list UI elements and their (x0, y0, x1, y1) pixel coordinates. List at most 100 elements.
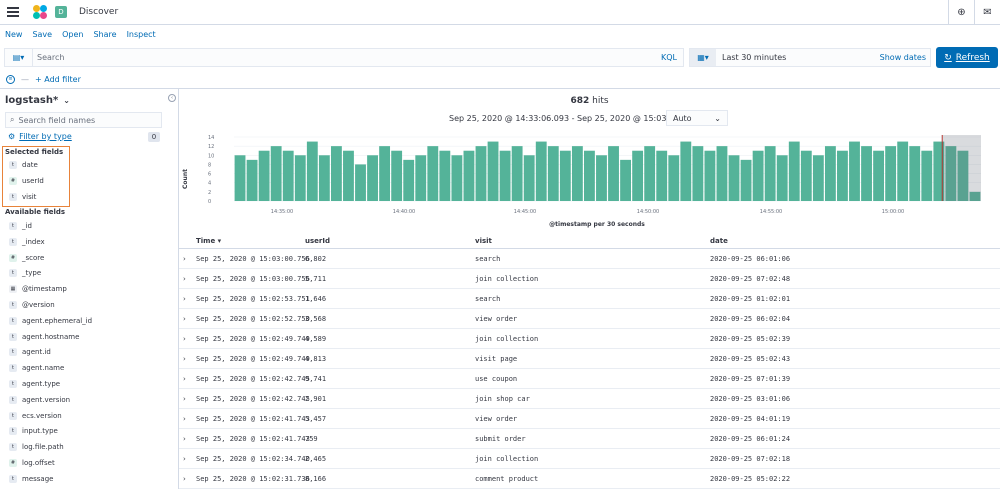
histogram-bar[interactable] (330, 146, 342, 201)
histogram-bar[interactable] (596, 155, 607, 201)
elastic-logo[interactable] (33, 5, 47, 19)
field-item[interactable]: t visit (9, 190, 36, 204)
expand-row-icon[interactable]: › (183, 255, 186, 263)
histogram-bar[interactable] (270, 146, 282, 201)
histogram-bar[interactable] (282, 150, 294, 201)
field-item[interactable]: t _index (9, 235, 45, 249)
field-search-input[interactable]: ⌕ Search field names (5, 112, 162, 128)
field-item[interactable]: t agent.version (9, 393, 70, 407)
table-row[interactable]: › Sep 25, 2020 @ 15:02:42.745 9,741 use cou… (179, 369, 1000, 389)
expand-row-icon[interactable]: › (183, 275, 186, 283)
field-item[interactable]: # _score (9, 251, 44, 265)
table-row[interactable]: › Sep 25, 2020 @ 15:02:49.749 4,813 visit p… (179, 349, 1000, 369)
column-time[interactable]: Time ▾ (196, 237, 222, 245)
table-row[interactable]: › Sep 25, 2020 @ 15:02:41.743 759 submit or… (179, 429, 1000, 449)
histogram-bar[interactable] (427, 146, 439, 201)
field-item[interactable]: t _id (9, 219, 32, 233)
refresh-button[interactable]: ↻ Refresh (936, 47, 998, 68)
table-row[interactable]: › Sep 25, 2020 @ 15:02:53.751 1,646 search 2… (179, 289, 1000, 309)
column-visit[interactable]: visit (475, 237, 492, 245)
histogram-bar[interactable] (246, 159, 258, 201)
histogram-bar[interactable] (234, 155, 246, 201)
histogram-chart[interactable]: Count @timestamp per 30 seconds 0 2 4 6 8 10 1… (179, 129, 1000, 229)
histogram-bar[interactable] (608, 146, 619, 201)
help-icon[interactable]: ⊕ (948, 0, 974, 25)
histogram-bar[interactable] (584, 150, 595, 201)
expand-row-icon[interactable]: › (183, 315, 186, 323)
histogram-bar[interactable] (523, 155, 535, 201)
histogram-bar[interactable] (403, 159, 415, 201)
histogram-bar[interactable] (656, 150, 668, 201)
histogram-bar[interactable] (559, 150, 571, 201)
calendar-icon[interactable]: ▦▾ (690, 49, 716, 66)
expand-row-icon[interactable]: › (183, 355, 186, 363)
histogram-bar[interactable] (391, 150, 403, 201)
histogram-bar[interactable] (475, 146, 487, 201)
histogram-bar[interactable] (451, 155, 463, 201)
field-item[interactable]: t agent.hostname (9, 330, 79, 344)
field-item[interactable]: t input.type (9, 424, 58, 438)
table-row[interactable]: › Sep 25, 2020 @ 15:03:00.756 5,711 join co… (179, 269, 1000, 289)
field-item[interactable]: t log.file.path (9, 440, 64, 454)
inspect-button[interactable]: Inspect (126, 30, 156, 39)
interval-select[interactable]: Auto ⌄ (666, 110, 728, 126)
expand-row-icon[interactable]: › (183, 395, 186, 403)
histogram-bar[interactable] (680, 141, 692, 201)
histogram-bar[interactable] (463, 150, 475, 201)
histogram-bar[interactable] (885, 146, 897, 201)
field-item[interactable]: ▦ @timestamp (9, 282, 67, 296)
new-button[interactable]: New (5, 30, 23, 39)
field-item[interactable]: t date (9, 158, 38, 172)
histogram-bar[interactable] (909, 146, 921, 201)
histogram-bar[interactable] (511, 146, 523, 201)
time-range-value[interactable]: Last 30 minutes (722, 53, 787, 62)
filter-options-icon[interactable]: ≡ (6, 74, 15, 84)
histogram-bar[interactable] (752, 150, 764, 201)
histogram-bar[interactable] (644, 146, 656, 201)
expand-row-icon[interactable]: › (183, 375, 186, 383)
field-item[interactable]: t _type (9, 266, 41, 280)
field-item[interactable]: t message (9, 472, 53, 486)
histogram-bar[interactable] (945, 146, 957, 201)
histogram-bar[interactable] (439, 150, 451, 201)
field-item[interactable]: t agent.name (9, 361, 64, 375)
histogram-bar[interactable] (632, 150, 644, 201)
field-item[interactable]: t agent.type (9, 377, 60, 391)
histogram-bar[interactable] (873, 150, 885, 201)
histogram-bar[interactable] (837, 150, 848, 201)
space-avatar[interactable]: D (55, 6, 67, 18)
histogram-bar[interactable] (487, 141, 499, 201)
histogram-bar[interactable] (776, 155, 788, 201)
table-row[interactable]: › Sep 25, 2020 @ 15:02:42.745 2,901 join sh… (179, 389, 1000, 409)
histogram-bar[interactable] (728, 155, 740, 201)
histogram-bar[interactable] (318, 155, 330, 201)
index-pattern-selector[interactable]: logstash* ⌄ (5, 95, 70, 106)
histogram-bar[interactable] (704, 150, 716, 201)
histogram-bar[interactable] (343, 150, 354, 201)
table-row[interactable]: › Sep 25, 2020 @ 15:03:00.756 6,802 search 2… (179, 249, 1000, 269)
histogram-bar[interactable] (258, 150, 270, 201)
histogram-bar[interactable] (933, 141, 945, 201)
expand-row-icon[interactable]: › (183, 435, 186, 443)
collapse-sidebar-icon[interactable]: ‹ (168, 94, 176, 102)
saved-query-icon[interactable]: ▤▾ (5, 49, 33, 66)
histogram-bar[interactable] (897, 141, 909, 201)
column-date[interactable]: date (710, 237, 728, 245)
histogram-bar[interactable] (535, 141, 547, 201)
field-item[interactable]: # userId (9, 174, 44, 188)
histogram-bar[interactable] (379, 146, 391, 201)
histogram-bar[interactable] (740, 159, 752, 201)
table-row[interactable]: › Sep 25, 2020 @ 15:02:31.736 8,166 comment… (179, 469, 1000, 489)
histogram-bar[interactable] (764, 146, 776, 201)
table-row[interactable]: › Sep 25, 2020 @ 15:02:49.749 4,589 join co… (179, 329, 1000, 349)
histogram-bar[interactable] (294, 155, 306, 201)
column-userid[interactable]: userId (305, 237, 330, 245)
histogram-bar[interactable] (800, 150, 812, 201)
expand-row-icon[interactable]: › (183, 415, 186, 423)
table-row[interactable]: › Sep 25, 2020 @ 15:02:41.743 5,457 view or… (179, 409, 1000, 429)
filter-by-type-button[interactable]: ⚙ Filter by type (8, 132, 72, 141)
show-dates-link[interactable]: Show dates (879, 53, 926, 62)
field-item[interactable]: t agent.ephemeral_id (9, 314, 92, 328)
histogram-bar[interactable] (571, 146, 583, 201)
histogram-bar[interactable] (415, 155, 427, 201)
